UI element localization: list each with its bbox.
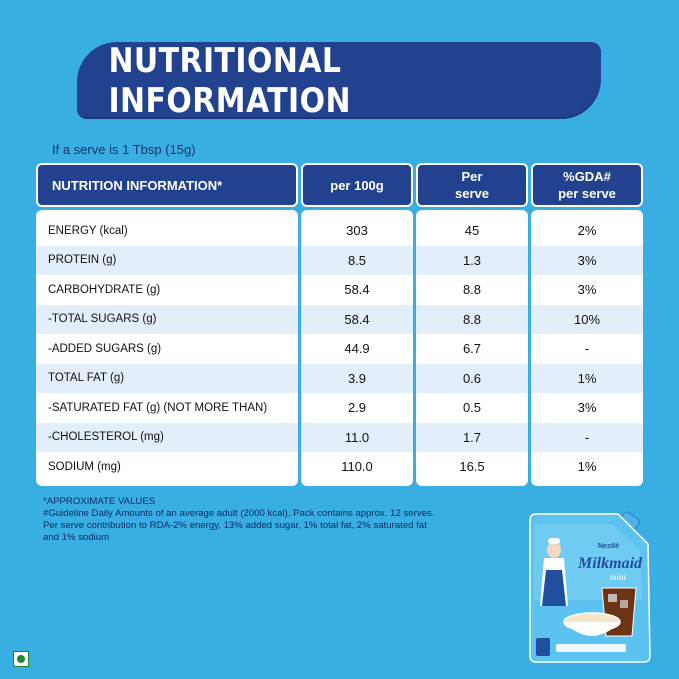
nutrient-name: -TOTAL SUGARS (g)	[36, 304, 298, 334]
per-100g-value: 8.5	[301, 245, 413, 275]
nutrient-name: -CHOLESTEROL (mg)	[36, 422, 298, 452]
per-100g-value: 110.0	[341, 459, 373, 475]
per-serve-column: 45 1.3 8.8 8.8 6.7 0.6 0.5 1.7 16.5	[416, 210, 528, 486]
gda-column: 2% 3% 3% 10% - 1% 3% - 1%	[531, 210, 643, 486]
nutrient-name: CARBOHYDRATE (g)	[48, 283, 161, 296]
per-serve-value: 16.5	[459, 459, 485, 475]
page-title: NUTRITIONAL INFORMATION	[108, 40, 351, 121]
per-100g-value: 58.4	[344, 282, 370, 298]
header-gda-line2: per serve	[558, 186, 616, 201]
dessert-bowl-icon	[563, 612, 621, 636]
pack-name: Milkmaid	[577, 555, 643, 572]
per-serve-value: 8.8	[416, 304, 528, 334]
header-per-serve-line2: serve	[455, 186, 489, 201]
gda-value: 2%	[577, 223, 597, 239]
gda-value: 3%	[577, 400, 597, 416]
per-100g-column: 303 8.5 58.4 58.4 44.9 3.9 2.9 11.0 110.…	[301, 210, 413, 486]
per-serve-value: 0.5	[462, 400, 482, 416]
pack-brand: Nestlé	[598, 543, 619, 550]
gda-value: -	[531, 422, 643, 452]
nutrient-name: TOTAL FAT (g)	[36, 363, 298, 393]
per-serve-value: 1.3	[416, 245, 528, 275]
nutrient-name: -ADDED SUGARS (g)	[48, 342, 162, 355]
gda-value: 1%	[577, 459, 597, 475]
nutrient-name: -SATURATED FAT (g) (NOT MORE THAN)	[48, 401, 268, 414]
footnote-gda: #Guideline Daily Amounts of an average a…	[43, 508, 435, 519]
title-banner: NUTRITIONAL INFORMATION	[77, 40, 601, 121]
footnote-rda-cont: and 1% sodium	[43, 532, 110, 543]
header-per-serve: Per serve	[416, 163, 528, 207]
header-per-100g: per 100g	[301, 163, 413, 207]
per-100g-value: 11.0	[301, 422, 413, 452]
gda-value: 10%	[531, 304, 643, 334]
pack-variant: mini	[610, 572, 627, 582]
nutrient-name: PROTEIN (g)	[36, 245, 298, 275]
per-100g-value: 303	[346, 223, 368, 239]
veg-symbol-icon	[13, 651, 29, 667]
per-serve-value: 0.6	[416, 363, 528, 393]
gda-value: 1%	[531, 363, 643, 393]
gda-value: -	[584, 341, 590, 357]
footnote-approx: *APPROXIMATE VALUES	[43, 496, 156, 507]
gda-value: 3%	[577, 282, 597, 298]
footnotes: *APPROXIMATE VALUES #Guideline Daily Amo…	[43, 496, 513, 544]
nutrient-name: SODIUM (mg)	[48, 460, 121, 473]
per-100g-value: 58.4	[301, 304, 413, 334]
gda-value: 3%	[531, 245, 643, 275]
header-nutrient: NUTRITION INFORMATION*	[36, 163, 298, 207]
per-serve-value: 8.8	[462, 282, 482, 298]
header-gda: %GDA# per serve	[531, 163, 643, 207]
nutrient-column: ENERGY (kcal) PROTEIN (g) CARBOHYDRATE (…	[36, 210, 298, 486]
nutrient-name: ENERGY (kcal)	[48, 224, 128, 237]
header-gda-line1: %GDA#	[563, 169, 611, 184]
per-100g-value: 3.9	[301, 363, 413, 393]
per-100g-value: 44.9	[344, 341, 370, 357]
footnote-rda: Per serve contribution to RDA-2% energy,…	[43, 520, 427, 531]
per-serve-value: 45	[464, 223, 480, 239]
milkmaid-figure-icon	[540, 538, 568, 606]
header-per-serve-line1: Per	[461, 169, 483, 184]
per-100g-value: 2.9	[347, 400, 367, 416]
per-serve-value: 6.7	[462, 341, 482, 357]
per-serve-value: 1.7	[416, 422, 528, 452]
product-pack-image: Nestlé Milkmaid mini	[529, 511, 651, 663]
serve-size-note: If a serve is 1 Tbsp (15g)	[52, 142, 196, 157]
